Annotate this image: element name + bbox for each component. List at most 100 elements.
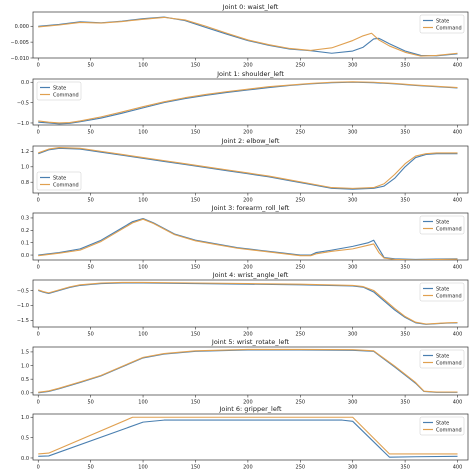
series-line-state [38,218,458,260]
y-tick-label: 0.0 [21,253,29,259]
y-tick-label: 0.2 [21,228,29,234]
x-tick-label: 400 [453,400,463,406]
x-tick-label: 200 [243,265,253,271]
x-tick-label: 300 [348,63,358,69]
x-tick-label: 300 [348,332,358,338]
x-tick-label: 200 [243,332,253,338]
x-tick-label: 100 [138,130,148,136]
plot-frame [32,346,469,396]
legend-label-command: Command [436,427,462,433]
x-tick-label: 350 [400,130,410,136]
subplot-5: Joint 5: wrist_rotate_left 0 50 100 150 200 25… [21,338,469,406]
x-tick-label: 250 [296,400,306,406]
x-tick-label: 100 [138,265,148,271]
legend-label-state: State [436,286,449,292]
plot-frame [32,145,469,194]
x-tick-label: 150 [191,130,201,136]
y-tick-label: 0.5 [21,435,29,441]
x-tick-label: 150 [191,465,201,469]
x-tick-label: 50 [87,332,93,338]
x-tick-label: 300 [348,400,358,406]
series-line-command [38,348,458,393]
legend-box [36,81,82,101]
plot-frame [32,413,469,461]
y-tick-label: −1.0 [17,303,29,309]
x-tick-label: 300 [348,465,358,469]
legend-box [419,416,465,436]
x-tick-label: 250 [296,198,306,204]
x-tick-label: 350 [400,265,410,271]
subplot-title: Joint 6: gripper_left [218,405,282,413]
x-tick-label: 200 [243,63,253,69]
legend-label-command: Command [436,360,462,366]
legend-box [419,215,465,235]
plot-frame [32,279,469,328]
plot-frame [32,11,469,59]
series-line-state [38,282,458,325]
series-line-command [38,16,458,57]
x-tick-label: 50 [87,130,93,136]
x-tick-label: 0 [37,400,40,406]
x-tick-label: 0 [37,332,40,338]
series-line-command [38,218,458,260]
y-tick-label: 1.0 [21,415,29,421]
x-tick-label: 100 [138,63,148,69]
subplot-4: Joint 4: wrist_angle_left 0 50 100 150 200 250… [17,271,469,338]
y-tick-label: 0.5 [21,377,29,383]
legend-label-state: State [53,175,66,181]
legend-box [36,171,82,191]
x-tick-label: 400 [453,63,463,69]
x-tick-label: 350 [400,465,410,469]
y-tick-label: 0.0 [21,80,29,86]
x-tick-label: 250 [296,465,306,469]
x-tick-label: 150 [191,400,201,406]
series-line-state [38,419,458,458]
series-line-command [38,416,458,455]
legend-label-command: Command [436,25,462,31]
legend-label-command: Command [436,293,462,299]
subplot-0: Joint 0: waist_left 0 50 100 150 200 250 300 350… [10,3,469,69]
legend-label-command: Command [53,92,79,98]
x-tick-label: 50 [87,63,93,69]
x-tick-label: 50 [87,265,93,271]
y-tick-label: 0.0 [21,391,29,397]
x-tick-label: 50 [87,465,93,469]
legend-label-state: State [436,219,449,225]
x-tick-label: 100 [138,198,148,204]
subplot-title: Joint 2: elbow_left [221,137,280,145]
subplot-title: Joint 5: wrist_rotate_left [211,338,290,346]
subplot-6: Joint 6: gripper_left 0 50 100 150 200 250 300 3… [21,405,469,469]
legend-label-command: Command [53,182,79,188]
y-tick-label: −0.5 [17,100,29,106]
x-tick-label: 350 [400,332,410,338]
x-tick-label: 400 [453,130,463,136]
subplot-3: Joint 3: forearm_roll_left 0 50 100 150 200 25… [21,204,469,271]
subplot-title: Joint 3: forearm_roll_left [211,204,290,212]
x-tick-label: 250 [296,130,306,136]
x-tick-label: 0 [37,198,40,204]
subplot-2: Joint 2: elbow_left 0 50 100 150 200 250 300 350… [21,137,469,204]
legend-box [419,14,465,34]
x-tick-label: 150 [191,198,201,204]
y-tick-label: 0.8 [21,180,29,186]
legend-label-state: State [436,18,449,24]
series-line-command [38,281,458,325]
y-tick-label: 0.000 [15,24,29,30]
x-tick-label: 350 [400,63,410,69]
legend-label-state: State [436,353,449,359]
y-tick-label: 1.0 [21,363,29,369]
subplot-1: Joint 1: shoulder_left 0 50 100 150 200 250 300… [17,70,469,136]
x-tick-label: 0 [37,465,40,469]
x-tick-label: 250 [296,332,306,338]
legend-label-state: State [436,420,449,426]
x-tick-label: 50 [87,400,93,406]
y-tick-label: −0.010 [10,56,29,62]
x-tick-label: 150 [191,332,201,338]
